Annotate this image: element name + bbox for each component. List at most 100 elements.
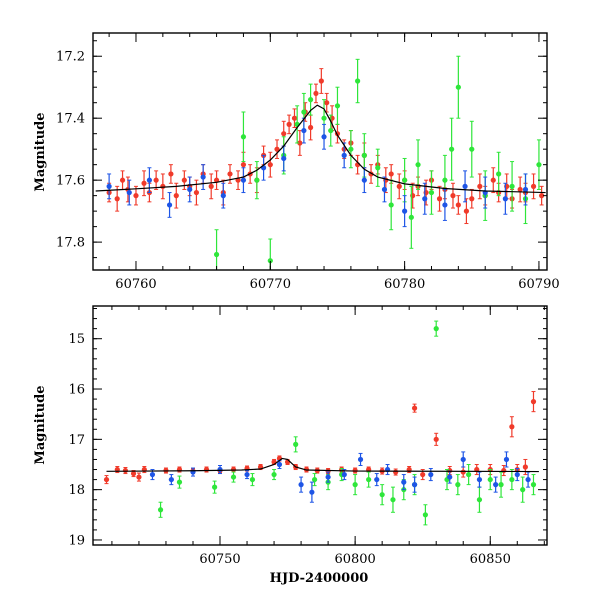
series-blue (149, 451, 531, 503)
data-point (244, 471, 250, 478)
data-point (249, 476, 256, 483)
y-tick-label: 17.6 (56, 174, 85, 189)
data-point (509, 183, 515, 189)
model-curve (106, 457, 539, 473)
data-point (509, 476, 515, 483)
data-point (281, 155, 287, 162)
x-tick-label: 60780 (384, 277, 425, 292)
data-point (357, 456, 364, 463)
data-point (388, 171, 394, 177)
data-point (291, 115, 298, 121)
y-tick-label: 19 (68, 533, 85, 548)
data-point (496, 171, 502, 177)
data-point (230, 474, 237, 480)
data-point (408, 214, 414, 220)
plot-area (95, 55, 546, 270)
data-point (313, 90, 319, 97)
y-tick-label: 16 (68, 383, 85, 398)
data-point (318, 78, 324, 84)
data-point (208, 183, 214, 189)
x-tick-label: 60800 (334, 552, 375, 567)
data-point (517, 186, 523, 193)
data-point (428, 471, 434, 478)
data-point (455, 84, 461, 90)
data-point (213, 251, 220, 258)
data-point (168, 171, 174, 177)
axes-frame (92, 32, 548, 271)
data-point (267, 162, 273, 168)
top-panel-ylabel: Magnitude (33, 112, 48, 191)
data-point (447, 474, 453, 480)
data-point (442, 202, 448, 208)
data-point (477, 183, 483, 189)
data-point (286, 121, 292, 127)
data-point (173, 193, 179, 199)
data-point (366, 476, 372, 483)
data-point (522, 464, 528, 470)
data-point (254, 177, 260, 183)
data-point (153, 177, 159, 183)
data-point (450, 193, 456, 199)
data-point (536, 162, 542, 168)
data-point (149, 471, 156, 478)
data-point (530, 399, 537, 405)
data-point (122, 467, 129, 474)
data-point (402, 208, 408, 214)
data-point (374, 476, 380, 483)
data-point (393, 469, 399, 475)
data-point (460, 456, 466, 463)
data-point (411, 482, 418, 488)
data-point (509, 424, 515, 430)
data-point (176, 479, 183, 485)
data-point (402, 177, 408, 183)
data-point (166, 202, 173, 208)
data-point (274, 146, 280, 152)
data-point (324, 100, 330, 106)
data-point (476, 497, 483, 503)
y-tick-label: 17 (68, 433, 85, 448)
data-point (487, 476, 493, 483)
data-point (240, 134, 247, 140)
data-point (422, 512, 428, 518)
y-tick-label: 18 (68, 483, 85, 498)
data-point (390, 497, 396, 503)
data-point (281, 131, 287, 137)
data-point (490, 177, 496, 183)
data-point (193, 189, 200, 196)
data-point (160, 183, 166, 189)
data-point (352, 482, 358, 488)
y-tick-label: 17.4 (56, 112, 85, 127)
data-point (126, 189, 132, 196)
data-point (469, 146, 475, 152)
series-green (157, 320, 537, 526)
data-point (388, 202, 394, 208)
data-point (114, 196, 120, 202)
data-point (341, 152, 347, 158)
data-point (476, 476, 483, 483)
data-point (469, 196, 475, 202)
data-point (361, 177, 367, 183)
data-point (271, 471, 277, 478)
data-point (411, 405, 418, 411)
data-point (157, 507, 164, 513)
data-point (502, 196, 508, 202)
data-point (449, 146, 455, 152)
data-point (433, 326, 439, 332)
y-tick-label: 17.2 (56, 50, 85, 65)
data-point (103, 476, 110, 483)
data-point (220, 193, 226, 199)
data-point (503, 456, 510, 463)
y-tick-label: 15 (68, 332, 85, 347)
data-point (311, 476, 318, 483)
data-point (213, 177, 220, 183)
data-point (141, 180, 147, 186)
data-point (119, 177, 126, 183)
data-point (321, 134, 327, 140)
data-point (375, 165, 381, 171)
bottom-panel-ylabel: Magnitude (33, 385, 48, 464)
data-point (341, 471, 347, 478)
data-point (433, 436, 439, 442)
data-point (422, 196, 428, 202)
data-point (401, 479, 407, 485)
